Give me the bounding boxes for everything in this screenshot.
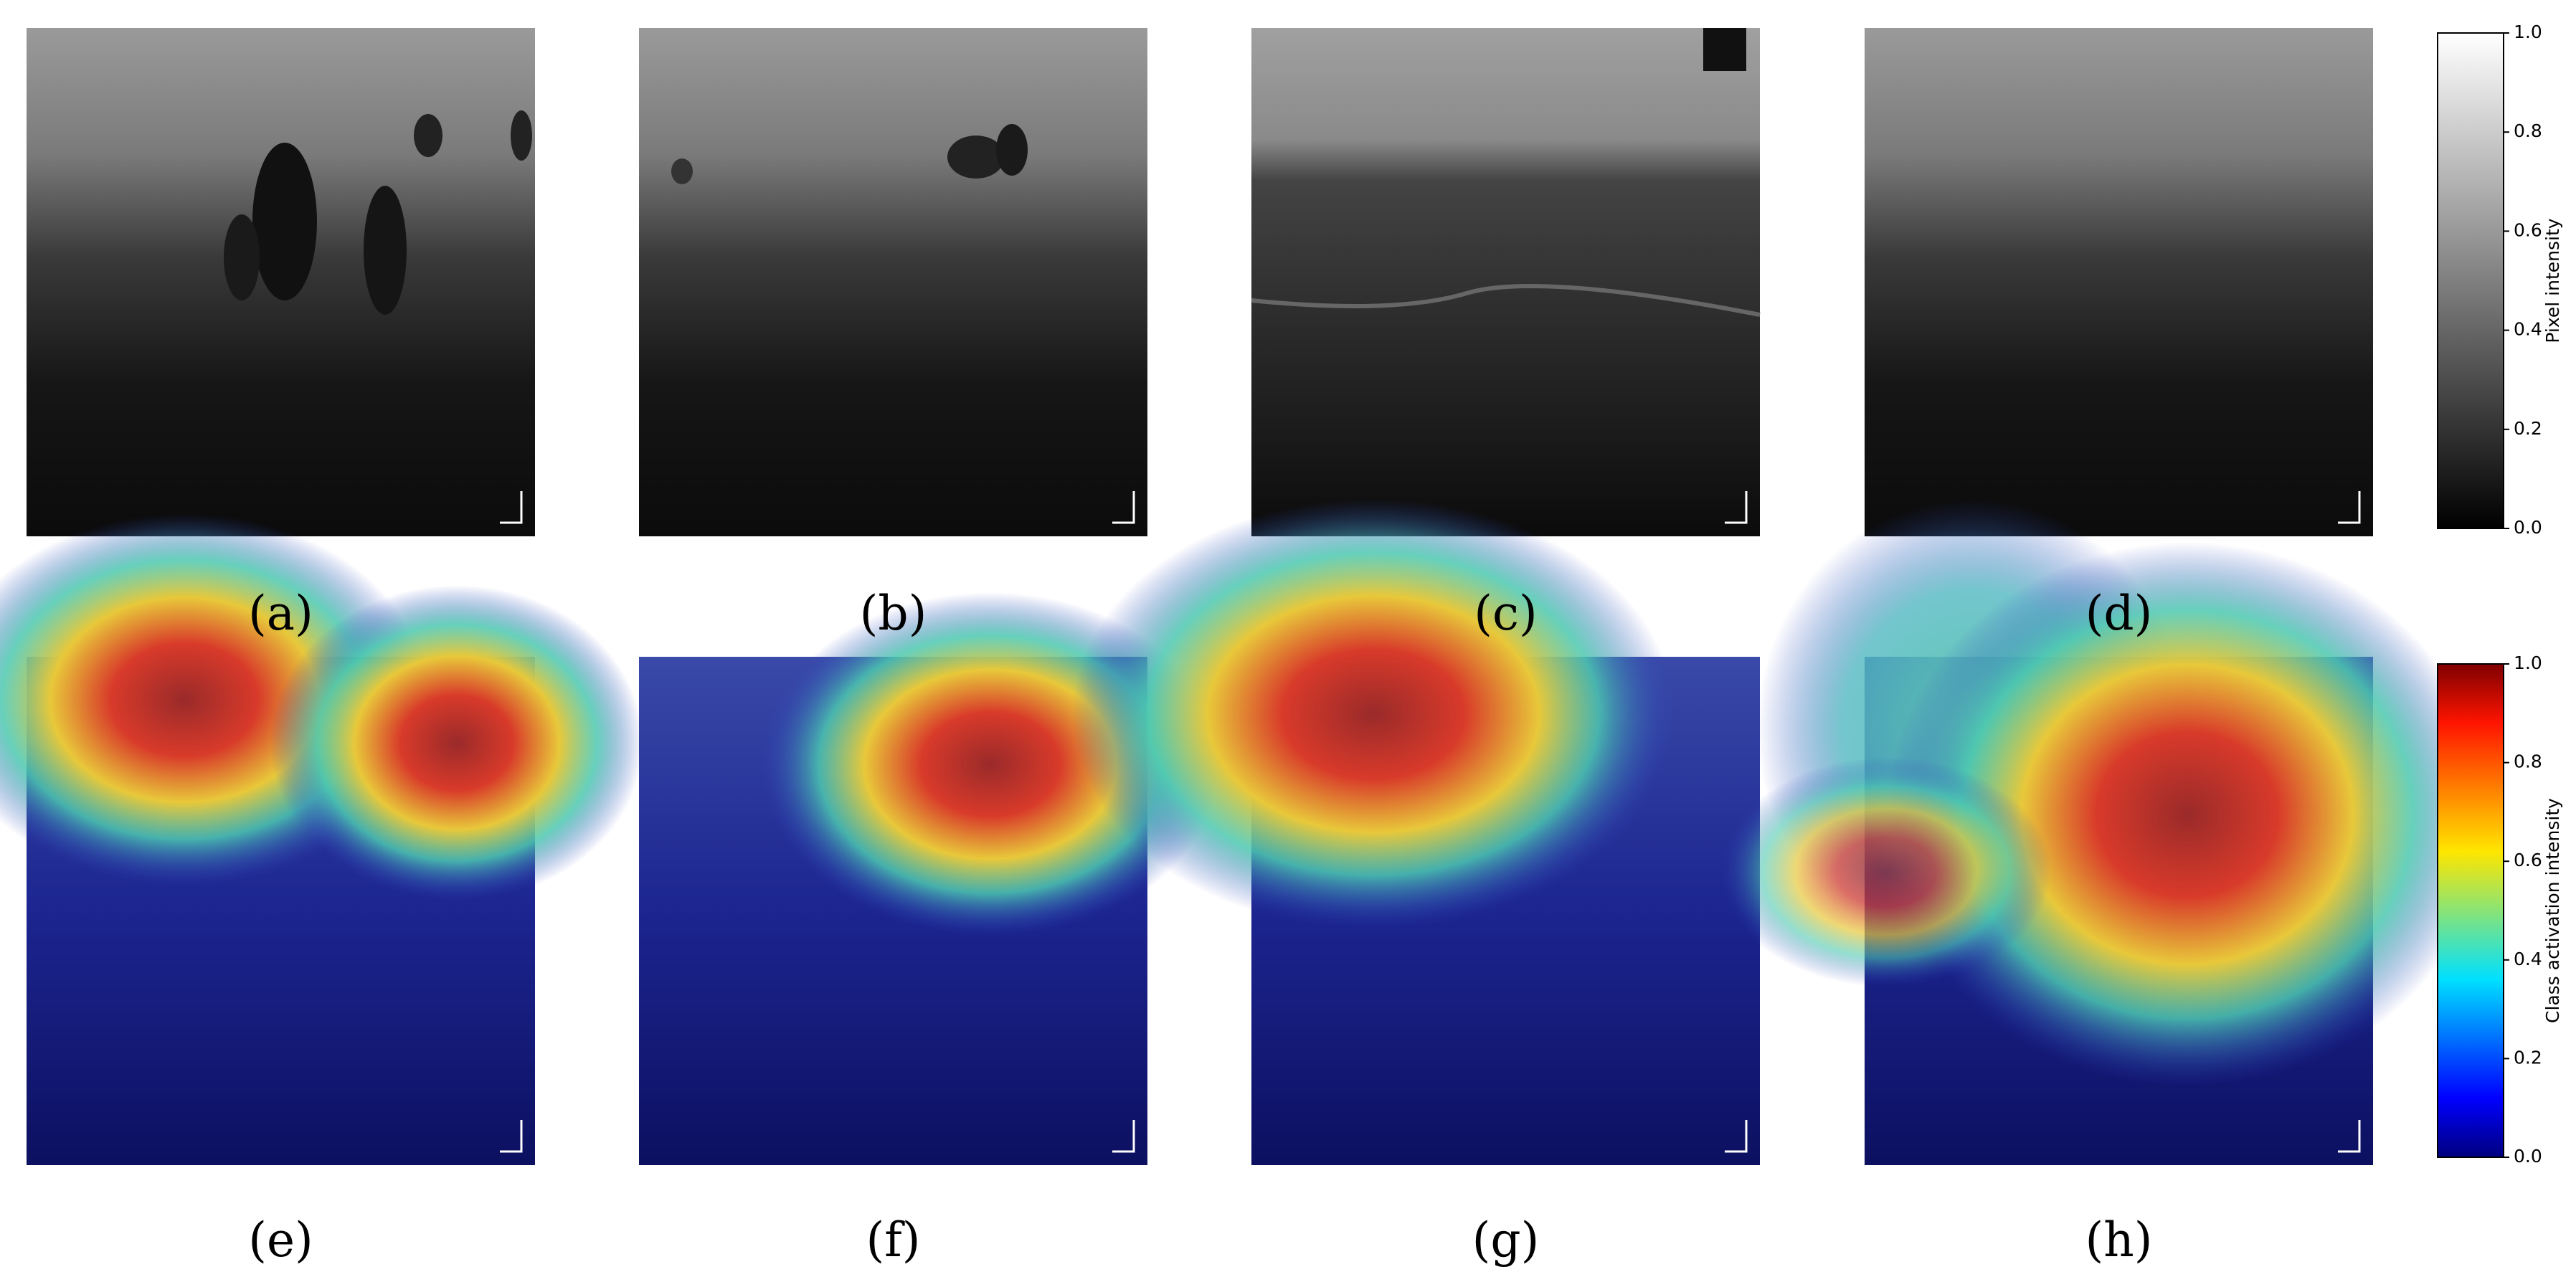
oct-image [1865, 28, 2373, 536]
colorbar-tick-label: 0.8 [2514, 751, 2542, 772]
colorbar-tick-label: 0.6 [2514, 850, 2542, 870]
activation-image [0, 513, 643, 1165]
colorbar-tick-label: 0.2 [2514, 1047, 2542, 1068]
activation-image [1072, 499, 1760, 1165]
activation-image [1721, 499, 2489, 1165]
colorbar-tick-label: 1.0 [2514, 22, 2542, 42]
colorbar-tick-label: 0.6 [2514, 219, 2542, 240]
colorbar-tick-label: 0.8 [2514, 120, 2542, 141]
panel-label: (d) [2085, 586, 2153, 641]
panel-label: (c) [1474, 586, 1537, 641]
colorbar-tick-label: 0.4 [2514, 319, 2542, 340]
panel-label: (e) [248, 1212, 313, 1268]
oct-image [27, 28, 535, 536]
colorbar-tick-label: 1.0 [2514, 652, 2542, 673]
colorbar-tick-label: 0.4 [2514, 949, 2542, 969]
panel-label: (f) [866, 1212, 921, 1268]
colorbar-tick-label: 0.0 [2514, 1146, 2542, 1167]
oct-image [1251, 28, 1761, 536]
colorbar [2437, 663, 2504, 1158]
colorbar-tick-label: 0.2 [2514, 418, 2542, 439]
panel-label: (a) [248, 586, 313, 641]
colorbar-tick-label: 0.0 [2514, 517, 2542, 538]
panel-label: (b) [860, 586, 927, 641]
panel-label: (h) [2085, 1212, 2152, 1268]
oct-image [639, 28, 1147, 536]
colorbar-title: Class activation intensity [2542, 798, 2563, 1023]
colorbar-title: Pixel intensity [2542, 218, 2563, 343]
panel-label: (g) [1472, 1212, 1540, 1268]
colorbar [2437, 32, 2504, 529]
